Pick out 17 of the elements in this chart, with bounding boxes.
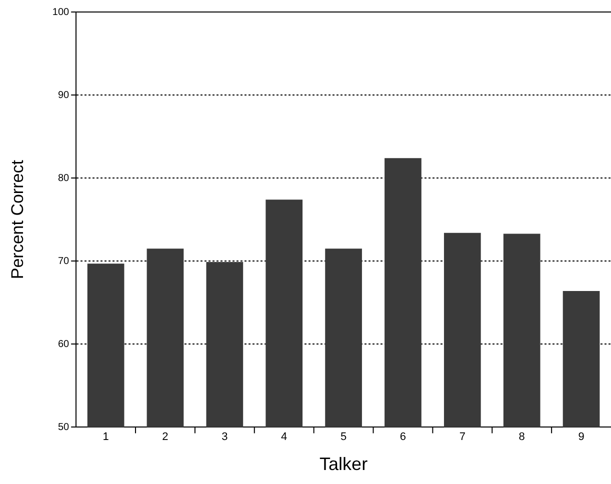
x-tick-label: 9 bbox=[578, 430, 584, 443]
y-tick-label: 100 bbox=[52, 6, 70, 18]
y-tick-label: 70 bbox=[58, 256, 70, 267]
x-tick-label: 6 bbox=[400, 430, 406, 443]
x-tick-label: 8 bbox=[518, 430, 525, 443]
y-tick-label: 80 bbox=[58, 172, 70, 184]
y-tick-label: 60 bbox=[58, 338, 70, 350]
y-tick-label: 90 bbox=[58, 90, 70, 101]
x-tick-label: 2 bbox=[162, 430, 168, 443]
x-tick-label: 3 bbox=[222, 430, 228, 443]
x-tick-label: 5 bbox=[340, 430, 347, 443]
y-tick-label: 50 bbox=[58, 422, 70, 433]
x-tick-label: 4 bbox=[281, 430, 288, 443]
x-axis-title: Talker bbox=[320, 454, 368, 474]
y-axis-title: Percent Correct bbox=[8, 160, 27, 280]
x-tick-label: 7 bbox=[459, 430, 466, 443]
x-tick-label: 1 bbox=[102, 430, 109, 443]
